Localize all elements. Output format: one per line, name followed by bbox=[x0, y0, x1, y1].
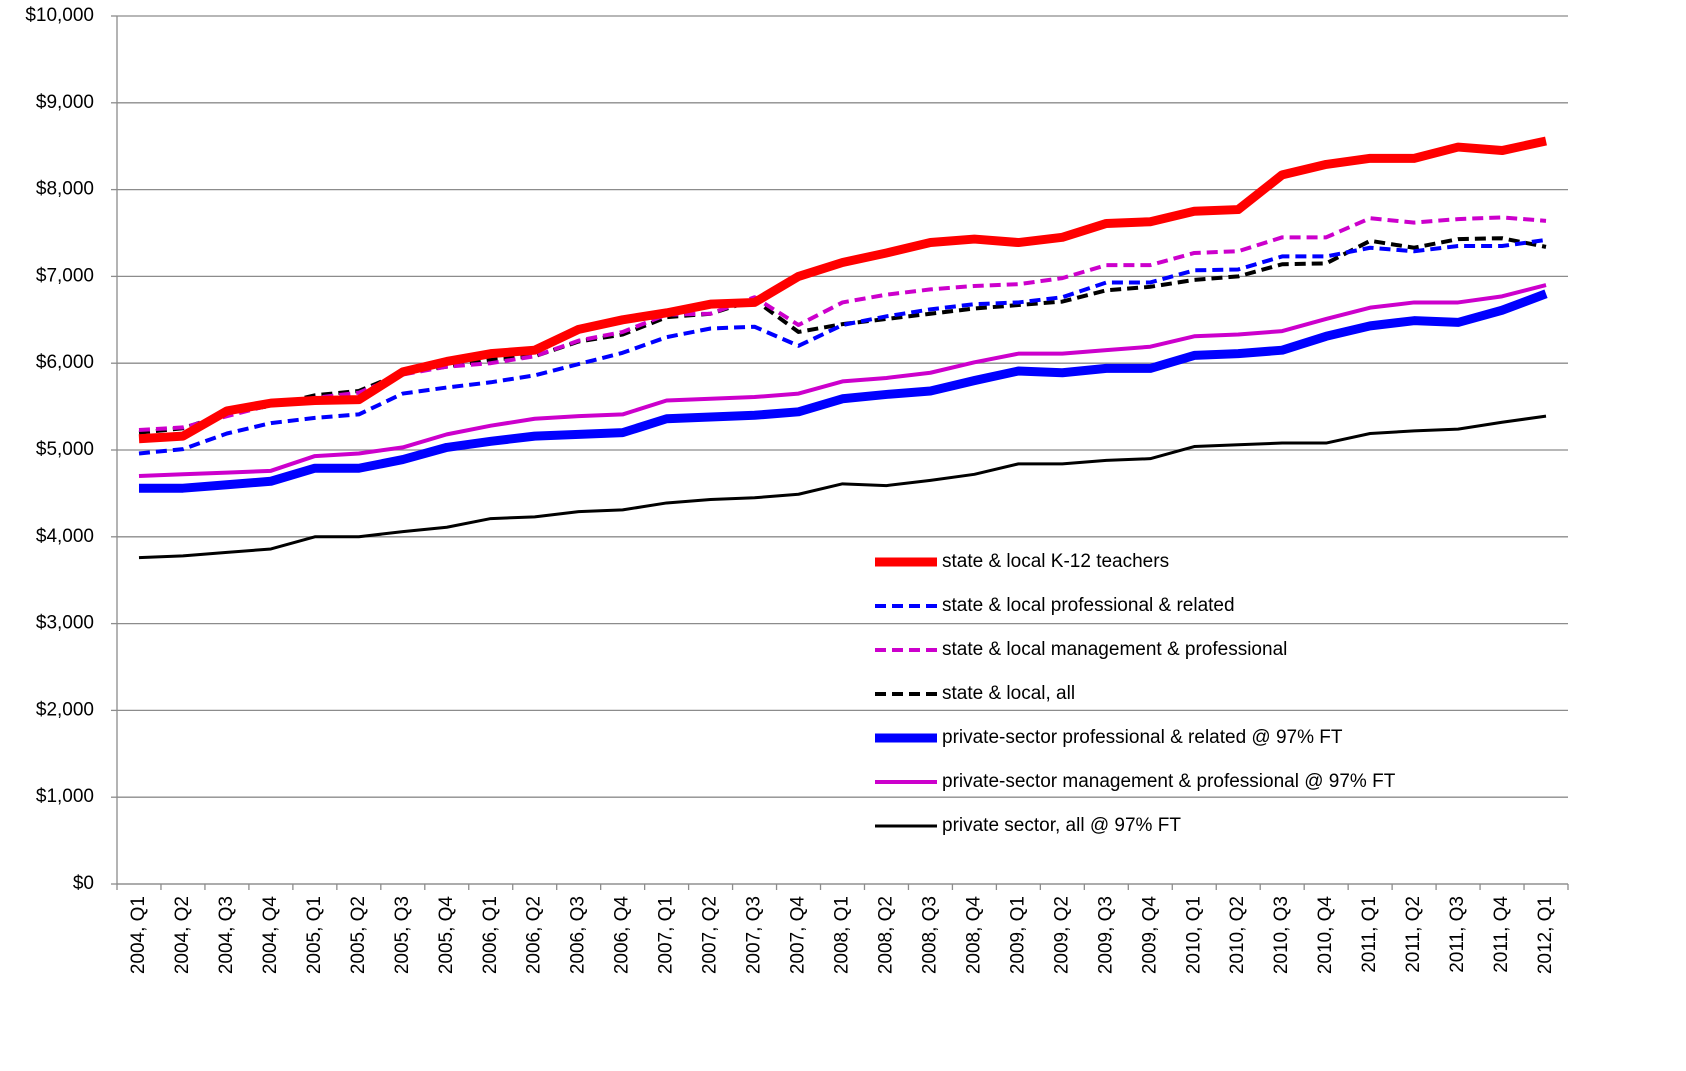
x-tick-label: 2010, Q4 bbox=[1315, 896, 1336, 975]
x-tick-label: 2005, Q3 bbox=[392, 896, 413, 974]
y-tick-label: $6,000 bbox=[36, 352, 94, 373]
x-tick-label: 2009, Q1 bbox=[1007, 896, 1028, 974]
x-tick-label: 2010, Q3 bbox=[1271, 896, 1292, 974]
x-tick-label: 2007, Q2 bbox=[700, 896, 721, 974]
x-tick-label: 2011, Q3 bbox=[1447, 896, 1468, 973]
legend-label: state & local professional & related bbox=[942, 595, 1235, 616]
x-tick-label: 2011, Q2 bbox=[1403, 896, 1424, 973]
legend-label: state & local management & professional bbox=[942, 639, 1287, 660]
x-tick-label: 2008, Q4 bbox=[963, 896, 984, 975]
x-tick-label: 2006, Q1 bbox=[480, 896, 501, 974]
x-tick-label: 2004, Q2 bbox=[172, 896, 193, 974]
y-tick-label: $10,000 bbox=[25, 5, 94, 26]
x-tick-label: 2011, Q1 bbox=[1359, 896, 1380, 973]
x-tick-label: 2004, Q4 bbox=[260, 896, 281, 975]
x-tick-label: 2008, Q2 bbox=[875, 896, 896, 974]
y-tick-label: $3,000 bbox=[36, 613, 94, 634]
y-tick-label: $4,000 bbox=[36, 526, 94, 547]
series-line bbox=[138, 136, 1547, 444]
y-tick-label: $2,000 bbox=[36, 699, 94, 720]
y-tick-label: $0 bbox=[73, 873, 94, 894]
x-tick-label: 2007, Q1 bbox=[656, 896, 677, 974]
x-tick-label: 2007, Q3 bbox=[744, 896, 765, 974]
y-tick-label: $8,000 bbox=[36, 179, 94, 200]
x-tick-label: 2009, Q2 bbox=[1051, 896, 1072, 974]
x-tick-label: 2004, Q1 bbox=[128, 896, 149, 974]
series-line bbox=[138, 289, 1548, 493]
x-tick-label: 2006, Q4 bbox=[612, 896, 633, 975]
x-tick-label: 2011, Q4 bbox=[1491, 896, 1512, 973]
x-tick-label: 2009, Q4 bbox=[1139, 896, 1160, 975]
series-line bbox=[138, 237, 1547, 456]
y-tick-label: $5,000 bbox=[36, 439, 94, 460]
x-tick-label: 2005, Q4 bbox=[436, 896, 457, 975]
x-tick-label: 2007, Q4 bbox=[788, 896, 809, 975]
x-tick-label: 2010, Q1 bbox=[1183, 896, 1204, 974]
x-tick-label: 2006, Q2 bbox=[524, 896, 545, 974]
x-tick-label: 2012, Q1 bbox=[1535, 896, 1556, 974]
x-tick-label: 2005, Q1 bbox=[304, 896, 325, 974]
x-tick-label: 2008, Q1 bbox=[832, 896, 853, 974]
x-tick-label: 2008, Q3 bbox=[919, 896, 940, 974]
x-tick-label: 2004, Q3 bbox=[216, 896, 237, 974]
series-line bbox=[138, 283, 1547, 479]
x-tick-label: 2005, Q2 bbox=[348, 896, 369, 974]
y-tick-label: $1,000 bbox=[36, 786, 94, 807]
legend-label: private-sector professional & related @ … bbox=[942, 727, 1343, 748]
series-line bbox=[138, 414, 1547, 560]
x-tick-label: 2006, Q3 bbox=[568, 896, 589, 974]
legend-label: private sector, all @ 97% FT bbox=[942, 815, 1181, 836]
legend-label: private-sector management & professional… bbox=[942, 771, 1396, 792]
x-tick-label: 2010, Q2 bbox=[1227, 896, 1248, 974]
y-tick-label: $7,000 bbox=[36, 265, 94, 286]
x-tick-label: 2009, Q3 bbox=[1095, 896, 1116, 974]
legend-label: state & local K-12 teachers bbox=[942, 551, 1169, 572]
legend-label: state & local, all bbox=[942, 683, 1075, 704]
y-tick-label: $9,000 bbox=[36, 92, 94, 113]
